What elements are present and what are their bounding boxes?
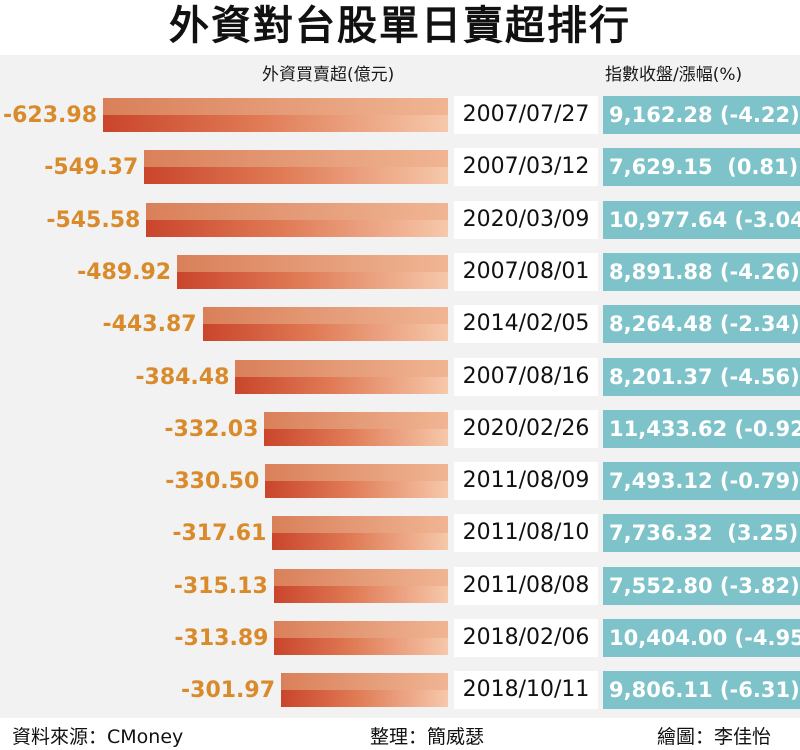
index-close-label: 10,977.64 (-3.04) bbox=[603, 200, 800, 239]
organizer-credit: 整理：簡威瑟 bbox=[370, 726, 485, 748]
date-label: 2020/03/09 bbox=[454, 200, 598, 239]
bar-row: -623.98 2007/07/27 9,162.28 (-4.22) bbox=[0, 96, 800, 136]
bar bbox=[281, 673, 448, 708]
bar-value-label: -489.92 bbox=[77, 259, 172, 285]
date-label: 2011/08/09 bbox=[454, 462, 598, 501]
bar-row: -384.48 2007/08/16 8,201.37 (-4.56) bbox=[0, 357, 800, 398]
bar-value-label: -317.61 bbox=[172, 521, 267, 547]
index-close-label: 8,264.48 (-2.34) bbox=[603, 305, 800, 344]
bar bbox=[272, 516, 448, 551]
index-close-label: 9,162.28 (-4.22) bbox=[603, 96, 800, 134]
index-close-label: 11,433.62 (-0.92) bbox=[603, 409, 800, 448]
bar bbox=[202, 307, 448, 342]
bar-value-label: -549.37 bbox=[44, 155, 139, 181]
date-label: 2007/08/16 bbox=[454, 357, 598, 396]
x-axis-label: 外資買賣超(億元) bbox=[262, 65, 395, 85]
bar bbox=[144, 150, 448, 185]
date-label: 2014/02/05 bbox=[454, 305, 598, 344]
source-credit: 資料來源：CMoney bbox=[12, 726, 184, 748]
index-close-label: 9,806.11 (-6.31) bbox=[603, 671, 800, 710]
date-label: 2007/07/27 bbox=[454, 96, 598, 134]
chart-title: 外資對台股單日賣超排行 bbox=[169, 3, 631, 49]
date-label: 2018/10/11 bbox=[454, 671, 598, 710]
index-column-header: 指數收盤/漲幅(%) bbox=[605, 65, 743, 85]
bar bbox=[264, 411, 448, 446]
bar-row: -301.97 2018/10/11 9,806.11 (-6.31) bbox=[0, 671, 800, 711]
index-close-label: 7,493.12 (-0.79) bbox=[603, 462, 800, 501]
bar-value-label: -443.87 bbox=[102, 312, 197, 338]
bar bbox=[177, 254, 448, 289]
index-close-label: 10,404.00 (-4.95) bbox=[603, 619, 800, 657]
index-close-label: 8,891.88 (-4.26) bbox=[603, 252, 800, 291]
bar-value-label: -313.89 bbox=[174, 626, 269, 651]
bar-row: -545.58 2020/03/09 10,977.64 (-3.04) bbox=[0, 200, 800, 241]
index-close-label: 7,629.15 (0.81) bbox=[603, 148, 800, 187]
bar-row: -313.89 2018/02/06 10,404.00 (-4.95) bbox=[0, 619, 800, 659]
date-label: 2020/02/26 bbox=[454, 409, 598, 448]
bar-row: -443.87 2014/02/05 8,264.48 (-2.34) bbox=[0, 305, 800, 345]
bar-value-label: -330.50 bbox=[165, 469, 260, 495]
bar-value-label: -623.98 bbox=[2, 103, 97, 128]
bar-value-label: -301.97 bbox=[181, 678, 276, 704]
date-label: 2011/08/10 bbox=[454, 514, 598, 553]
bar-row: -330.50 2011/08/09 7,493.12 (-0.79) bbox=[0, 462, 800, 502]
bar bbox=[146, 202, 448, 237]
date-label: 2007/08/01 bbox=[454, 252, 598, 291]
bar-row: -549.37 2007/03/12 7,629.15 (0.81) bbox=[0, 148, 800, 188]
bar bbox=[273, 568, 448, 603]
bar-row: -332.03 2020/02/26 11,433.62 (-0.92) bbox=[0, 409, 800, 450]
bar-row: -317.61 2011/08/10 7,736.32 (3.25) bbox=[0, 514, 800, 554]
bar-value-label: -384.48 bbox=[135, 364, 230, 390]
date-label: 2011/08/08 bbox=[454, 566, 598, 605]
bar-value-label: -545.58 bbox=[46, 207, 141, 233]
bar bbox=[103, 98, 448, 132]
bar bbox=[235, 359, 448, 394]
bar-row: -315.13 2011/08/08 7,552.80 (-3.82) bbox=[0, 566, 800, 607]
index-close-label: 7,736.32 (3.25) bbox=[603, 514, 800, 553]
bar bbox=[274, 621, 448, 655]
date-label: 2018/02/06 bbox=[454, 619, 598, 657]
illustrator-credit: 繪圖：李佳怡 bbox=[657, 726, 772, 748]
bar-row: -489.92 2007/08/01 8,891.88 (-4.26) bbox=[0, 252, 800, 293]
date-label: 2007/03/12 bbox=[454, 148, 598, 187]
index-close-label: 7,552.80 (-3.82) bbox=[603, 566, 800, 605]
index-close-label: 8,201.37 (-4.56) bbox=[603, 357, 800, 396]
bar-value-label: -315.13 bbox=[173, 573, 268, 599]
bar bbox=[265, 464, 448, 499]
bar-value-label: -332.03 bbox=[164, 416, 259, 442]
